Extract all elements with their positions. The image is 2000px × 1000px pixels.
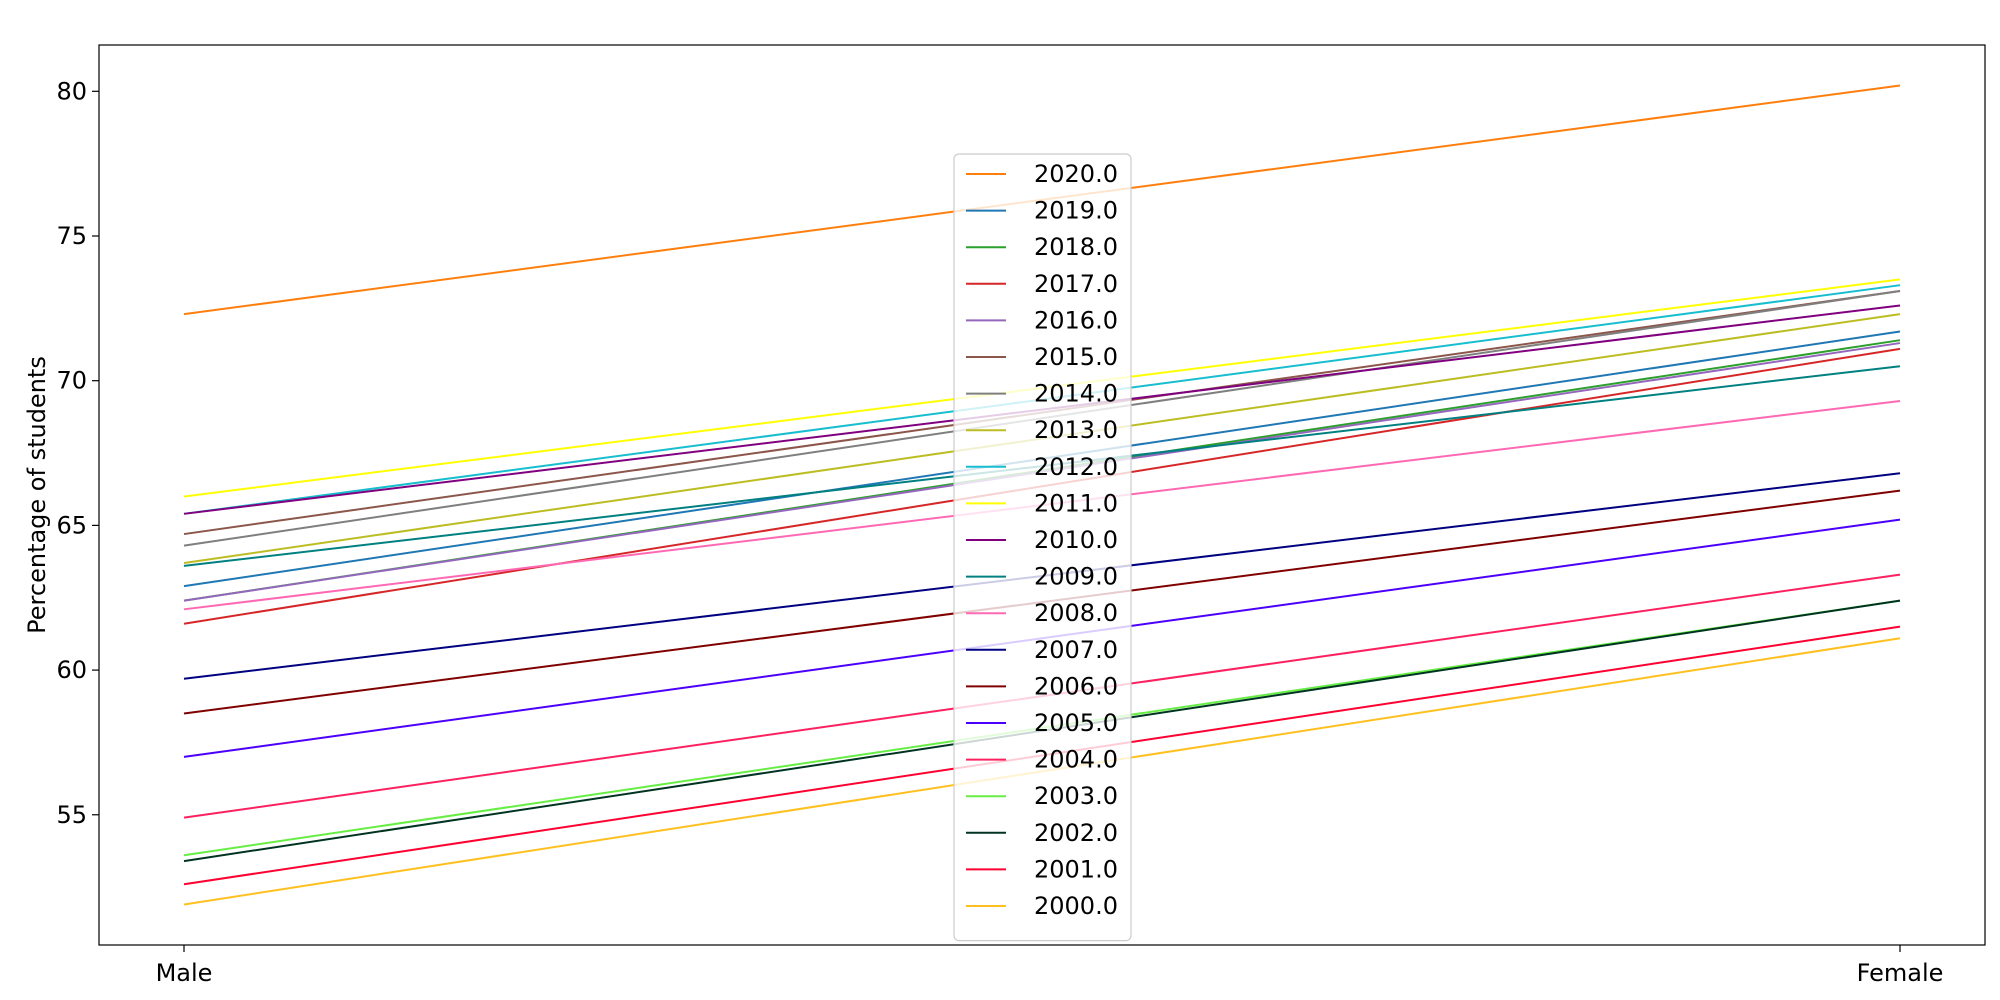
legend-label: 2004.0: [1034, 746, 1118, 774]
plot-frame: [98, 44, 1986, 946]
y-axis-label: Percentage of students: [23, 356, 51, 634]
y-tick-label: 65: [56, 511, 87, 539]
legend-label: 2001.0: [1034, 855, 1118, 883]
y-tick-label: 80: [56, 77, 87, 105]
legend-entry: 2013.0: [966, 416, 1118, 444]
legend-label: 2016.0: [1034, 306, 1118, 334]
legend-entry: 2011.0: [966, 489, 1118, 517]
legend-label: 2006.0: [1034, 672, 1118, 700]
legend-label: 2018.0: [1034, 233, 1118, 261]
legend-entry: 2010.0: [966, 526, 1118, 554]
legend-entry: 2017.0: [966, 270, 1118, 298]
x-tick-label-female: Female: [1857, 959, 1944, 987]
legend-label: 2011.0: [1034, 489, 1118, 517]
y-tick-label: 75: [56, 222, 87, 250]
legend-label: 2019.0: [1034, 197, 1118, 225]
legend-box: [953, 153, 1132, 942]
legend-label: 2002.0: [1034, 819, 1118, 847]
legend-label: 2012.0: [1034, 453, 1118, 481]
legend-label: 2010.0: [1034, 526, 1118, 554]
legend-label: 2000.0: [1034, 892, 1118, 920]
y-tick-label: 70: [56, 367, 87, 395]
legend-entry: 2015.0: [966, 343, 1118, 371]
legend-label: 2014.0: [1034, 380, 1118, 408]
legend-label: 2020.0: [1034, 160, 1118, 188]
legend-label: 2003.0: [1034, 782, 1118, 810]
legend-entry: 2001.0: [966, 855, 1118, 883]
legend-entry: 2006.0: [966, 672, 1118, 700]
legend-entry: 2018.0: [966, 233, 1118, 261]
legend-label: 2005.0: [1034, 709, 1118, 737]
legend-entry: 2005.0: [966, 709, 1118, 737]
legend-entry: 2007.0: [966, 636, 1118, 664]
legend-entry: 2002.0: [966, 819, 1118, 847]
legend-entry: 2019.0: [966, 197, 1118, 225]
legend-label: 2009.0: [1034, 563, 1118, 591]
legend-entry: 2003.0: [966, 782, 1118, 810]
legend-label: 2008.0: [1034, 599, 1118, 627]
y-tick-label: 60: [56, 656, 87, 684]
legend-label: 2017.0: [1034, 270, 1118, 298]
legend-entry: 2000.0: [966, 892, 1118, 920]
legend-label: 2013.0: [1034, 416, 1118, 444]
legend: 2020.0 2019.0 2018.0 2017.0 2016.0 2015.0 2014…: [953, 153, 1132, 942]
x-tick-label-male: Male: [156, 959, 213, 987]
legend-entry: 2014.0: [966, 380, 1118, 408]
legend-entry: 2020.0: [966, 160, 1118, 188]
legend-entry: 2008.0: [966, 599, 1118, 627]
y-axis: 55 60 65 70 75 80: [56, 77, 99, 829]
y-tick-label: 55: [56, 801, 87, 829]
legend-label: 2007.0: [1034, 636, 1118, 664]
legend-label: 2015.0: [1034, 343, 1118, 371]
legend-entry: 2016.0: [966, 306, 1118, 334]
legend-entry: 2004.0: [966, 746, 1118, 774]
legend-entry: 2009.0: [966, 563, 1118, 591]
x-axis: Male Female: [156, 945, 1944, 987]
legend-entry: 2012.0: [966, 453, 1118, 481]
